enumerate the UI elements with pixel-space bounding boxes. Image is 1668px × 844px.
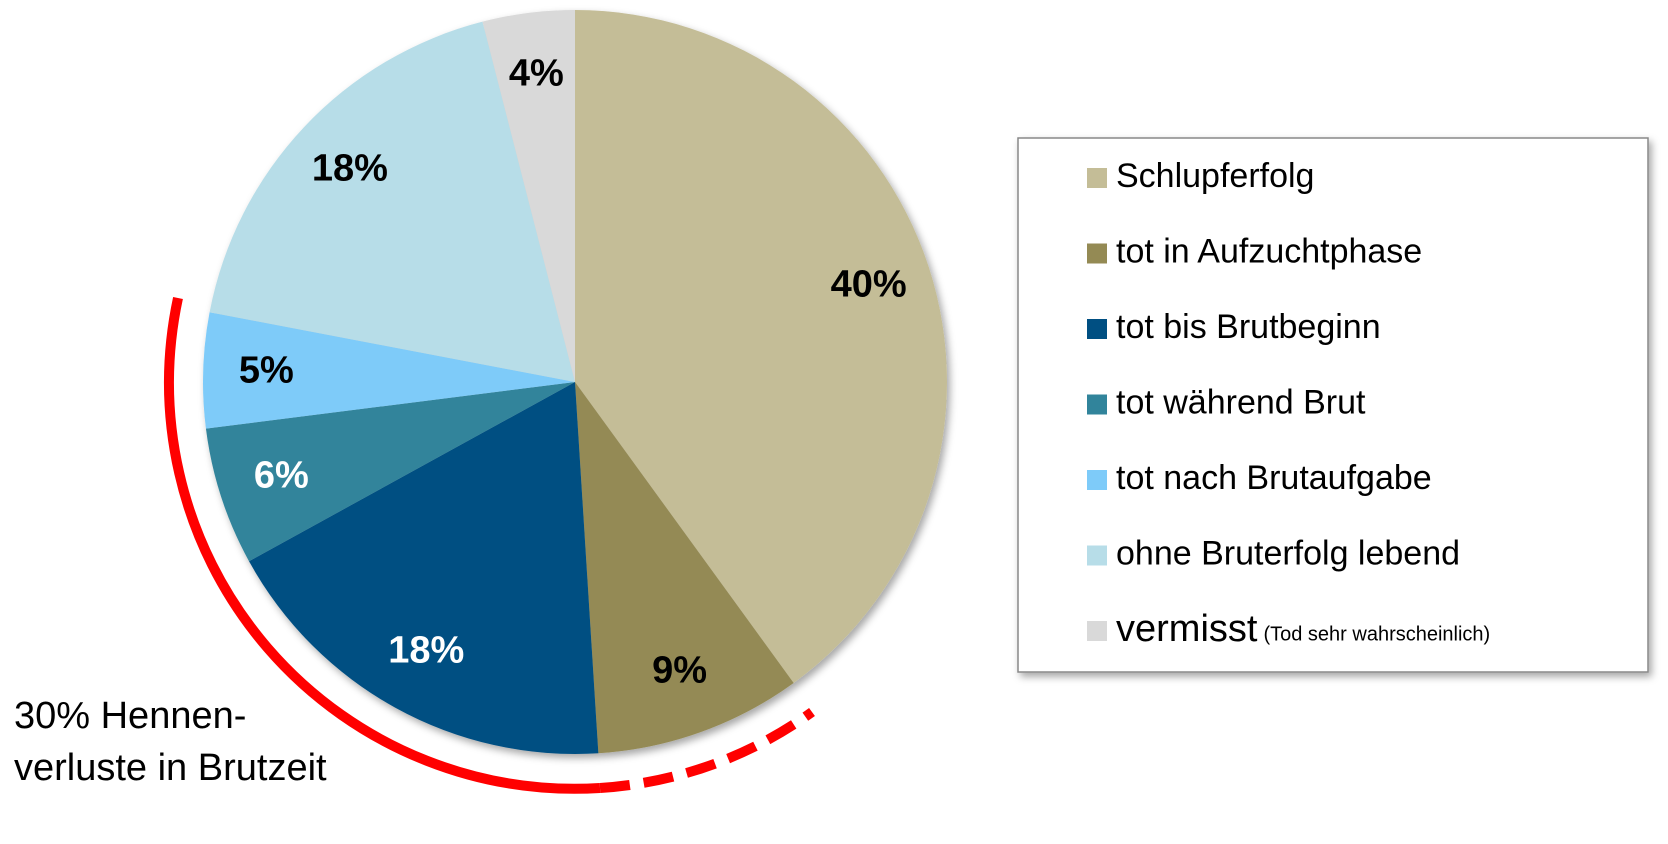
bracket-arc	[164, 296, 601, 794]
pie-slice	[205, 382, 575, 562]
data-label: 18%	[388, 630, 464, 672]
pie-slice	[209, 21, 575, 382]
annotation: verluste in Brutzeit	[14, 747, 327, 789]
data-labels: 40% 9% 18% 6% 5% 18% 4%	[239, 53, 907, 692]
legend-swatch	[1087, 545, 1107, 566]
pie-slice	[482, 10, 575, 382]
legend-label: Schlupferfolg	[1116, 157, 1314, 195]
legend-swatch	[1087, 470, 1107, 490]
data-label: 18%	[312, 148, 388, 190]
bracket-arc-dashed	[599, 707, 815, 793]
legend-swatch	[1087, 243, 1107, 264]
data-label: 40%	[831, 264, 907, 306]
annotation: 30% Hennen-	[14, 695, 246, 737]
pie-slice	[249, 382, 599, 754]
legend-label: tot nach Brutaufgabe	[1116, 459, 1432, 497]
legend-box	[1017, 137, 1649, 673]
legend-label: ohne Bruterfolg lebend	[1116, 534, 1460, 572]
legend: Schlupferfolg tot in Aufzuchtphase tot bis…	[1087, 157, 1490, 650]
data-label: 9%	[652, 650, 707, 692]
data-label: 6%	[254, 454, 309, 496]
pie-slice	[203, 312, 575, 429]
legend-swatch	[1087, 394, 1107, 415]
data-label: 4%	[509, 53, 564, 95]
legend-label: tot während Brut	[1116, 383, 1366, 421]
legend-swatch	[1087, 621, 1107, 641]
pie-slice	[575, 382, 794, 754]
legend-label: tot bis Brutbeginn	[1116, 308, 1381, 346]
pie-slice	[575, 10, 947, 683]
legend-label: tot in Aufzuchtphase	[1116, 232, 1422, 270]
pie	[203, 10, 947, 754]
legend-swatch	[1087, 168, 1107, 188]
legend-note: (Tod sehr wahrscheinlich)	[1263, 623, 1490, 645]
legend-swatch	[1087, 319, 1107, 339]
data-label: 5%	[239, 349, 294, 391]
legend-label: vermisst	[1116, 608, 1258, 650]
